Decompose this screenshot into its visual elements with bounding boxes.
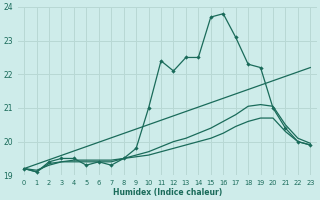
- X-axis label: Humidex (Indice chaleur): Humidex (Indice chaleur): [113, 188, 222, 197]
